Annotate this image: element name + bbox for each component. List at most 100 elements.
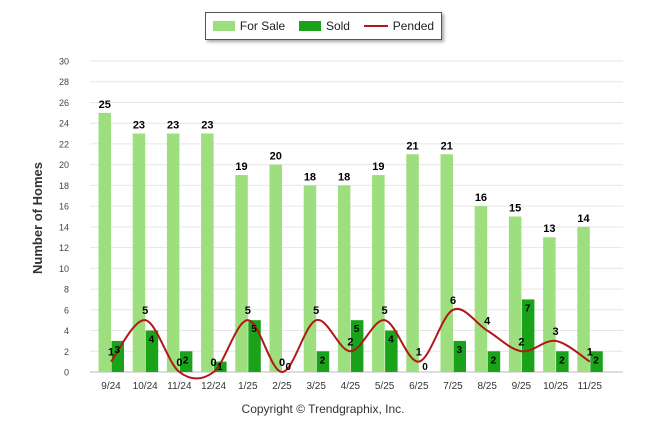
- x-tick-label: 12/24: [201, 381, 226, 392]
- label-sold: 0: [285, 362, 291, 373]
- label-for-sale: 13: [543, 223, 555, 235]
- bar-for-sale: [474, 206, 488, 372]
- y-tick-label: 2: [64, 347, 69, 357]
- label-for-sale: 19: [372, 161, 384, 173]
- x-tick-label: 9/25: [512, 381, 532, 392]
- y-tick-label: 24: [59, 119, 69, 129]
- x-tick-label: 11/25: [578, 381, 603, 392]
- y-tick-label: 4: [64, 326, 69, 336]
- label-pended: 4: [484, 316, 491, 328]
- label-sold: 5: [251, 324, 257, 335]
- bar-for-sale: [372, 175, 385, 372]
- label-pended: 3: [553, 326, 559, 338]
- bar-sold: [556, 351, 569, 372]
- label-pended: 0: [176, 357, 182, 369]
- label-for-sale: 14: [577, 213, 590, 225]
- x-tick-label: 1/25: [238, 381, 258, 392]
- bar-sold: [145, 330, 159, 372]
- y-tick-label: 30: [59, 57, 69, 67]
- label-pended: 6: [450, 295, 456, 307]
- bar-sold: [453, 340, 466, 372]
- label-for-sale: 18: [338, 171, 350, 183]
- bar-for-sale: [235, 175, 248, 372]
- pended-line: [110, 307, 591, 380]
- label-sold: 5: [354, 324, 360, 335]
- legend: For Sale Sold Pended: [205, 12, 442, 40]
- label-for-sale: 20: [270, 151, 282, 163]
- x-tick-label: 10/24: [133, 381, 158, 392]
- label-sold: 2: [559, 355, 565, 366]
- y-axis-label: Number of Homes: [30, 162, 45, 274]
- bar-for-sale: [98, 112, 111, 372]
- bar-for-sale: [337, 185, 351, 372]
- bar-sold: [487, 351, 501, 372]
- bar-for-sale: [406, 154, 419, 372]
- x-tick-label: 5/25: [375, 381, 395, 392]
- label-sold: 4: [388, 335, 394, 346]
- legend-swatch-sold: [298, 21, 321, 31]
- label-for-sale: 23: [167, 120, 179, 132]
- x-tick-label: 8/25: [477, 381, 497, 392]
- bar-sold: [248, 320, 261, 372]
- bar-sold: [350, 320, 364, 372]
- label-for-sale: 23: [201, 120, 213, 132]
- bar-for-sale: [132, 133, 146, 372]
- y-tick-label: 12: [59, 243, 69, 253]
- y-tick-label: 16: [59, 202, 69, 212]
- label-for-sale: 16: [475, 192, 487, 204]
- x-axis-ticks: 9/24 10/24 11/24 12/24 1/25 2/25 3/25 4/25 5/25 6…: [101, 381, 602, 392]
- label-sold: 2: [183, 355, 189, 366]
- y-tick-label: 18: [59, 181, 69, 191]
- y-tick-label: 14: [59, 222, 69, 232]
- bar-sold: [214, 361, 227, 372]
- label-sold: 7: [525, 303, 531, 314]
- x-tick-label: 10/25: [543, 381, 568, 392]
- legend-item-pended[interactable]: Pended: [363, 19, 435, 33]
- label-pended: 5: [142, 305, 148, 317]
- label-sold: 2: [593, 355, 599, 366]
- bar-for-sale: [303, 185, 317, 372]
- label-for-sale: 15: [509, 203, 521, 215]
- label-sold: 2: [320, 355, 326, 366]
- label-for-sale: 21: [441, 140, 453, 152]
- legend-label-sold: Sold: [325, 19, 350, 33]
- bar-for-sale: [577, 226, 590, 372]
- x-tick-label: 4/25: [341, 381, 361, 392]
- label-sold: 3: [456, 345, 462, 356]
- label-for-sale: 25: [99, 99, 111, 111]
- legend-swatch-pended: [363, 25, 388, 27]
- label-sold: 2: [491, 355, 497, 366]
- label-for-sale: 21: [406, 140, 418, 152]
- legend-label-pended: Pended: [392, 19, 435, 33]
- x-tick-label: 6/25: [409, 381, 429, 392]
- label-pended: 1: [416, 347, 422, 359]
- label-pended: 5: [245, 305, 251, 317]
- label-pended: 1: [108, 347, 114, 359]
- y-tick-label: 28: [59, 77, 69, 87]
- label-pended: 2: [347, 336, 353, 348]
- legend-label-for-sale: For Sale: [239, 19, 286, 33]
- bar-sold: [521, 299, 535, 372]
- label-pended: 0: [279, 357, 285, 369]
- label-for-sale: 23: [133, 120, 145, 132]
- y-tick-label: 6: [64, 305, 69, 315]
- x-tick-label: 9/24: [101, 381, 121, 392]
- label-pended: 5: [382, 305, 388, 317]
- y-tick-label: 20: [59, 160, 69, 170]
- legend-item-for-sale[interactable]: For Sale: [212, 19, 286, 33]
- bar-sold: [111, 340, 124, 372]
- label-pended: 5: [313, 305, 319, 317]
- label-sold: 0: [422, 362, 428, 373]
- bar-for-sale: [508, 216, 522, 372]
- label-sold: 4: [149, 335, 155, 346]
- label-for-sale: 19: [235, 161, 247, 173]
- y-tick-label: 26: [59, 98, 69, 108]
- x-tick-label: 7/25: [443, 381, 463, 392]
- label-pended: 0: [211, 357, 217, 369]
- data-labels: 2532342322311952001821851942102131621571…: [99, 99, 600, 373]
- legend-item-sold[interactable]: Sold: [298, 19, 350, 33]
- x-tick-label: 3/25: [306, 381, 326, 392]
- bar-for-sale: [201, 133, 214, 372]
